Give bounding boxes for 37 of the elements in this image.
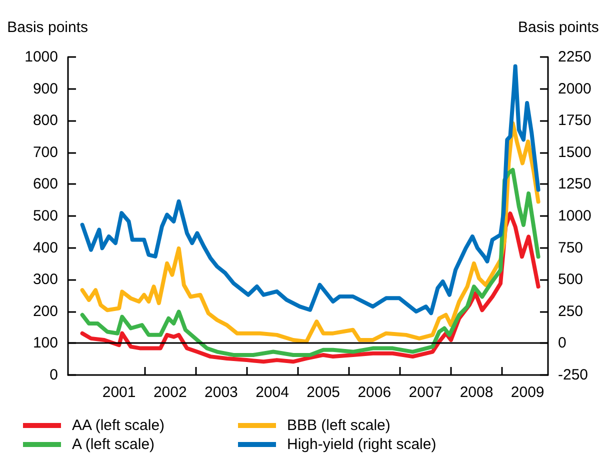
y-tick-label: 600 bbox=[32, 176, 58, 193]
y2-tick-label: 250 bbox=[558, 302, 584, 320]
legend-label: BBB (left scale) bbox=[287, 417, 390, 434]
legend-label: High-yield (right scale) bbox=[287, 436, 436, 453]
y-tick-label: 500 bbox=[32, 208, 58, 224]
x-tick-label: 2001 bbox=[102, 384, 136, 401]
y2-tick-label: 2250 bbox=[558, 48, 592, 66]
y2-tick-label: 1750 bbox=[558, 112, 592, 130]
y2-tick-label: 500 bbox=[558, 271, 584, 288]
legend-label: AA (left scale) bbox=[72, 417, 165, 434]
x-tick-label: 2003 bbox=[204, 384, 238, 401]
x-tick-label: 2007 bbox=[408, 384, 442, 401]
x-tick-label: 2006 bbox=[358, 384, 392, 401]
y2-tick-label: 2000 bbox=[558, 80, 592, 98]
y-tick-label: 1000 bbox=[24, 48, 58, 66]
y-tick-label: 200 bbox=[32, 302, 58, 320]
x-tick-label: 2009 bbox=[510, 384, 544, 401]
x-tick-label: 2008 bbox=[460, 384, 494, 401]
y-axis-title: Basis points bbox=[7, 19, 88, 36]
legend-label: A (left scale) bbox=[72, 436, 155, 453]
y2-tick-label: 1500 bbox=[558, 144, 592, 161]
x-tick-label: 2005 bbox=[306, 384, 340, 401]
y2-tick-label: 750 bbox=[558, 239, 584, 256]
y2-tick-label: -250 bbox=[558, 366, 588, 384]
y-tick-label: 0 bbox=[50, 366, 58, 384]
y2-axis-title: Basis points bbox=[518, 19, 599, 36]
x-tick-label: 2002 bbox=[153, 384, 187, 401]
y-tick-label: 300 bbox=[32, 271, 58, 288]
y2-tick-label: 1000 bbox=[558, 208, 592, 224]
y-tick-label: 800 bbox=[32, 112, 58, 130]
y-tick-label: 900 bbox=[32, 80, 58, 98]
x-tick-label: 2004 bbox=[256, 384, 289, 401]
y-tick-label: 100 bbox=[32, 334, 58, 352]
y2-tick-label: 0 bbox=[558, 334, 566, 352]
y2-tick-label: 1250 bbox=[558, 176, 592, 193]
y-tick-label: 700 bbox=[32, 144, 58, 161]
y-tick-label: 400 bbox=[32, 239, 58, 256]
